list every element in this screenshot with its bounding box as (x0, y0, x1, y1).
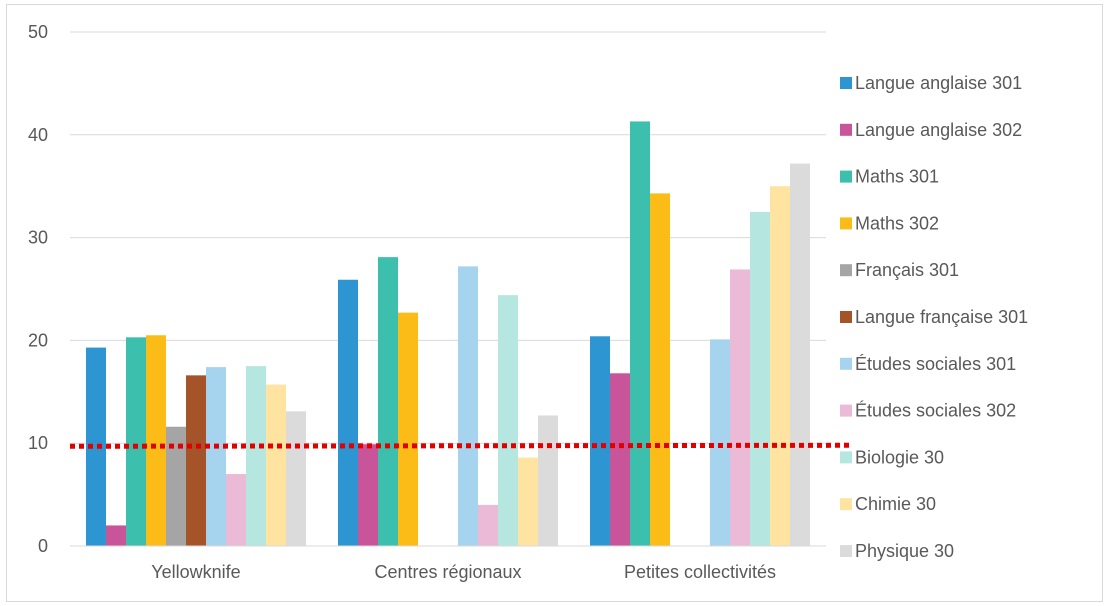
bar (518, 457, 538, 546)
bar (498, 295, 518, 546)
legend-label: Langue française 301 (855, 307, 1028, 327)
bar (266, 384, 286, 546)
legend-label: Langue anglaise 301 (855, 73, 1022, 93)
bar (538, 415, 558, 546)
y-axis-ticks: 0 10 20 30 40 50 (28, 22, 48, 556)
bar (398, 312, 418, 546)
bar (358, 444, 378, 546)
legend-swatch (840, 498, 852, 511)
legend-swatch (840, 77, 852, 89)
bar (338, 279, 358, 546)
bar (610, 373, 630, 546)
legend-label: Études sociales 302 (855, 401, 1016, 421)
legend-label: Maths 301 (855, 167, 939, 187)
y-tick-label: 20 (28, 330, 48, 350)
x-tick-label: Centres régionaux (374, 562, 521, 582)
bar (750, 211, 770, 546)
legend-swatch (840, 404, 852, 417)
bar (166, 426, 186, 546)
bar (630, 121, 650, 546)
legend-swatch (840, 451, 852, 464)
bar (710, 339, 730, 546)
bar (650, 193, 670, 546)
x-tick-label: Petites collectivités (624, 562, 776, 582)
bar (226, 474, 246, 546)
legend: Langue anglaise 301 Langue anglaise 302 Ma… (840, 73, 1028, 561)
x-tick-label: Yellowknife (151, 562, 240, 582)
x-axis-ticks: Yellowknife Centres régionaux Petites coll… (70, 545, 826, 582)
legend-swatch (840, 264, 852, 277)
legend-swatch (840, 217, 852, 230)
bar (378, 257, 398, 546)
legend-swatch (840, 123, 852, 136)
y-tick-label: 50 (28, 22, 48, 42)
legend-label: Physique 30 (855, 541, 954, 561)
legend-label: Maths 302 (855, 213, 939, 233)
reference-line (69, 442, 853, 449)
legend-label: Chimie 30 (855, 494, 936, 514)
bar (590, 336, 610, 546)
legend-label: Études sociales 301 (855, 354, 1016, 374)
bar (790, 163, 810, 547)
legend-swatch (840, 170, 852, 183)
reference-dotted-line (69, 442, 853, 449)
y-tick-label: 30 (28, 228, 48, 248)
bar (246, 366, 266, 546)
legend-swatch (840, 311, 852, 323)
bar (478, 504, 498, 546)
bar (770, 186, 790, 546)
y-tick-label: 40 (28, 125, 48, 145)
y-tick-label: 10 (28, 433, 48, 453)
legend-label: Biologie 30 (855, 447, 944, 467)
bar (106, 525, 126, 546)
bar (86, 347, 106, 546)
y-tick-label: 0 (38, 536, 48, 556)
bar (146, 335, 166, 546)
chart-frame (6, 4, 1103, 602)
legend-swatch (840, 357, 852, 370)
bar (730, 269, 750, 546)
bar (186, 375, 206, 546)
legend-swatch (840, 545, 852, 557)
bars (86, 121, 810, 547)
bar (458, 266, 478, 546)
legend-label: Français 301 (855, 260, 959, 280)
legend-label: Langue anglaise 302 (855, 120, 1022, 140)
bar (126, 337, 146, 546)
bar (206, 367, 226, 546)
bar (286, 411, 306, 546)
